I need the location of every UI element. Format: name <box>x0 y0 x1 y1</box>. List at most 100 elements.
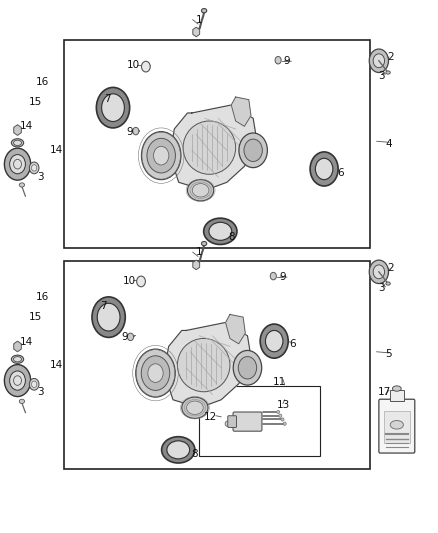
Circle shape <box>275 56 281 64</box>
Ellipse shape <box>10 371 25 390</box>
Ellipse shape <box>192 183 209 197</box>
Ellipse shape <box>29 162 39 174</box>
Text: 7: 7 <box>104 94 111 103</box>
Ellipse shape <box>14 357 21 362</box>
Circle shape <box>141 61 150 72</box>
Ellipse shape <box>238 357 257 379</box>
Polygon shape <box>164 322 252 408</box>
Text: 7: 7 <box>99 302 106 311</box>
Ellipse shape <box>201 241 207 246</box>
Ellipse shape <box>373 54 385 68</box>
Circle shape <box>270 272 276 280</box>
Ellipse shape <box>153 147 169 165</box>
Ellipse shape <box>97 303 120 331</box>
Text: 8: 8 <box>191 449 198 459</box>
Text: 14: 14 <box>20 337 33 347</box>
Ellipse shape <box>369 49 389 72</box>
Text: 8: 8 <box>228 232 235 242</box>
Text: 12: 12 <box>204 412 217 422</box>
Ellipse shape <box>182 397 208 418</box>
FancyBboxPatch shape <box>384 411 410 443</box>
Ellipse shape <box>265 330 283 352</box>
Ellipse shape <box>233 351 261 385</box>
Ellipse shape <box>4 148 31 180</box>
Text: 3: 3 <box>37 172 44 182</box>
Ellipse shape <box>162 437 195 463</box>
Bar <box>64 261 370 469</box>
Text: 16: 16 <box>36 77 49 86</box>
Ellipse shape <box>32 165 37 171</box>
FancyBboxPatch shape <box>228 416 237 427</box>
FancyBboxPatch shape <box>379 399 415 453</box>
Text: 13: 13 <box>277 400 290 410</box>
Ellipse shape <box>310 152 338 186</box>
Ellipse shape <box>11 355 24 364</box>
Ellipse shape <box>11 139 24 147</box>
Ellipse shape <box>148 364 163 383</box>
Ellipse shape <box>315 158 333 180</box>
Text: 10: 10 <box>123 276 136 286</box>
Ellipse shape <box>14 140 21 146</box>
Text: 5: 5 <box>385 350 392 359</box>
Ellipse shape <box>183 121 236 174</box>
Ellipse shape <box>373 265 385 279</box>
Polygon shape <box>226 314 245 344</box>
Ellipse shape <box>177 338 230 392</box>
Ellipse shape <box>279 414 282 417</box>
Ellipse shape <box>277 410 279 414</box>
Text: 17: 17 <box>378 387 391 397</box>
Text: 6: 6 <box>289 339 296 349</box>
Ellipse shape <box>147 139 175 173</box>
Ellipse shape <box>283 422 286 425</box>
Ellipse shape <box>19 183 25 187</box>
Text: 9: 9 <box>126 127 133 136</box>
Text: 6: 6 <box>337 168 344 178</box>
Text: 1: 1 <box>196 247 203 257</box>
Circle shape <box>225 421 230 426</box>
Ellipse shape <box>29 378 39 390</box>
Text: 14: 14 <box>20 122 33 131</box>
Circle shape <box>127 333 134 341</box>
Bar <box>64 40 370 248</box>
Circle shape <box>137 276 145 287</box>
Ellipse shape <box>260 324 288 358</box>
Ellipse shape <box>244 139 262 161</box>
Text: 3: 3 <box>378 71 385 81</box>
Circle shape <box>133 127 139 135</box>
Text: 9: 9 <box>279 272 286 282</box>
Ellipse shape <box>209 222 232 240</box>
Text: 11: 11 <box>273 377 286 387</box>
Text: 1: 1 <box>196 15 203 25</box>
Text: 15: 15 <box>29 98 42 107</box>
Ellipse shape <box>96 87 130 128</box>
Ellipse shape <box>187 401 203 415</box>
Ellipse shape <box>32 381 37 387</box>
Ellipse shape <box>392 386 401 391</box>
Text: 3: 3 <box>37 387 44 397</box>
Ellipse shape <box>281 418 284 421</box>
Text: 14: 14 <box>49 146 63 155</box>
Text: 10: 10 <box>127 60 140 70</box>
Ellipse shape <box>187 180 214 201</box>
FancyBboxPatch shape <box>233 412 262 431</box>
Ellipse shape <box>19 399 25 403</box>
Ellipse shape <box>102 94 124 122</box>
Bar <box>199 386 320 456</box>
Text: 14: 14 <box>49 360 63 370</box>
Text: 16: 16 <box>36 292 49 302</box>
Ellipse shape <box>141 356 170 390</box>
Ellipse shape <box>10 155 25 174</box>
Ellipse shape <box>201 9 207 13</box>
FancyBboxPatch shape <box>390 390 404 401</box>
Ellipse shape <box>4 365 31 397</box>
Ellipse shape <box>239 133 267 168</box>
Ellipse shape <box>136 349 175 397</box>
Ellipse shape <box>141 132 181 180</box>
Ellipse shape <box>386 71 390 74</box>
Polygon shape <box>170 105 258 190</box>
Text: 3: 3 <box>378 283 385 293</box>
Ellipse shape <box>386 282 390 285</box>
Text: 9: 9 <box>121 332 128 342</box>
Text: 9: 9 <box>283 56 290 66</box>
Ellipse shape <box>204 218 237 245</box>
